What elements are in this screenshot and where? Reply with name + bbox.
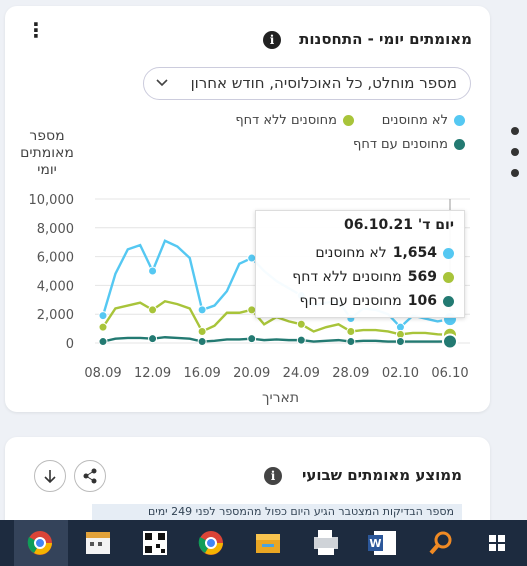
chevron [156,79,168,87]
x-tick-label: 08.09 [84,366,121,381]
card-title: מאומתים יומי - התחסנות [299,30,472,48]
tooltip-row: 106 מחוסנים עם דחף [266,289,454,313]
data-point [197,326,207,336]
legend-label: מחוסנים עם דחף [353,137,448,152]
svg-text:W: W [369,537,381,550]
data-point [346,337,356,347]
chart: 0 2,000 4,000 6,000 8,000 10,000 08.09 12.09 16.… [29,193,470,381]
card2-title: ממוצע מאומתים שבועי [301,466,462,484]
legend-dot [454,139,465,150]
folder-icon[interactable] [256,534,280,553]
x-tick-label: 12.09 [134,366,171,381]
taskbar: W [0,520,527,566]
legend-dot [343,115,354,126]
y-tick-label: 0 [66,337,74,352]
legend-label: מחוסנים ללא דחף [235,113,337,128]
x-tick-label: 28.09 [332,366,369,381]
legend-item: מחוסנים ללא דחף [235,113,354,128]
legend-label: לא מחוסנים [381,113,448,128]
tooltip-label: מחוסנים עם דחף [299,293,402,309]
data-point [98,337,108,347]
tooltip-label: לא מחוסנים [315,245,387,261]
legend-item: מחוסנים עם דחף [353,137,465,152]
x-tick-label: 16.09 [184,366,221,381]
printer-icon[interactable] [314,530,338,555]
data-point [296,319,306,329]
info-icon[interactable]: i [263,31,281,49]
x-tick-label: 02.10 [382,366,419,381]
qr-icon[interactable] [143,531,167,555]
y-tick-label: 8,000 [37,222,74,237]
legend-item: לא מחוסנים [382,113,465,128]
data-point [148,266,158,276]
data-point [247,334,257,344]
data-point [197,337,207,347]
tooltip-value: 569 [407,269,437,285]
search-icon[interactable] [429,531,452,555]
y-tick-label: 10,000 [29,193,75,208]
data-point [197,305,207,315]
windows-icon[interactable] [489,535,505,551]
data-point [98,322,108,332]
data-point [148,334,158,344]
info-icon-2[interactable]: i [264,467,282,485]
y-axis-title: מספר מאומתים יומי [20,128,74,178]
y-tick-label: 4,000 [37,279,74,294]
tooltip-value: 106 [407,293,437,309]
data-point [442,333,458,350]
tooltip-value: 1,654 [392,245,437,261]
tooltip-row: 1,654 לא מחוסנים [266,241,454,265]
data-point [148,305,158,315]
note-text: מספר הבדיקות המצטבר הגיע היום כפול מהמספ… [147,505,454,518]
y-tick-label: 2,000 [37,308,74,323]
download-button[interactable] [34,460,66,492]
word-icon[interactable]: W [368,531,396,555]
x-tick-label: 06.10 [431,366,468,381]
x-tick-label: 20.09 [233,366,270,381]
tooltip: יום ד' 06.10.21 1,654 לא מחוסנים 569 מחוסני… [255,210,465,318]
legend-dot [454,115,465,126]
chart-card [5,6,490,412]
chrome-icon[interactable] [27,531,52,555]
x-axis-title: תאריך [262,390,300,406]
share-button[interactable] [74,460,106,492]
tooltip-dot [443,295,454,307]
tooltip-dot [443,247,454,259]
x-tick-label: 24.09 [283,366,320,381]
tooltip-label: מחוסנים ללא דחף [292,269,402,285]
chrome-icon-2[interactable] [198,531,223,555]
tooltip-dot [443,271,454,283]
filter-text: מספר מוחלט, כל האוכלוסיה, חודש אחרון [190,74,457,92]
side-menu[interactable] [509,124,521,180]
calendar-icon[interactable] [86,532,110,554]
data-point [346,326,356,336]
data-point [395,337,405,347]
tooltip-title: יום ד' 06.10.21 [343,217,454,233]
line-series [102,336,451,343]
filter-dropdown[interactable] [143,67,471,100]
tooltip-row: 569 מחוסנים ללא דחף [266,265,454,289]
y-tick-label: 6,000 [37,251,74,266]
data-point [98,311,108,321]
data-point [296,335,306,345]
note-banner: מספר הבדיקות המצטבר הגיע היום כפול מהמספ… [92,504,462,520]
